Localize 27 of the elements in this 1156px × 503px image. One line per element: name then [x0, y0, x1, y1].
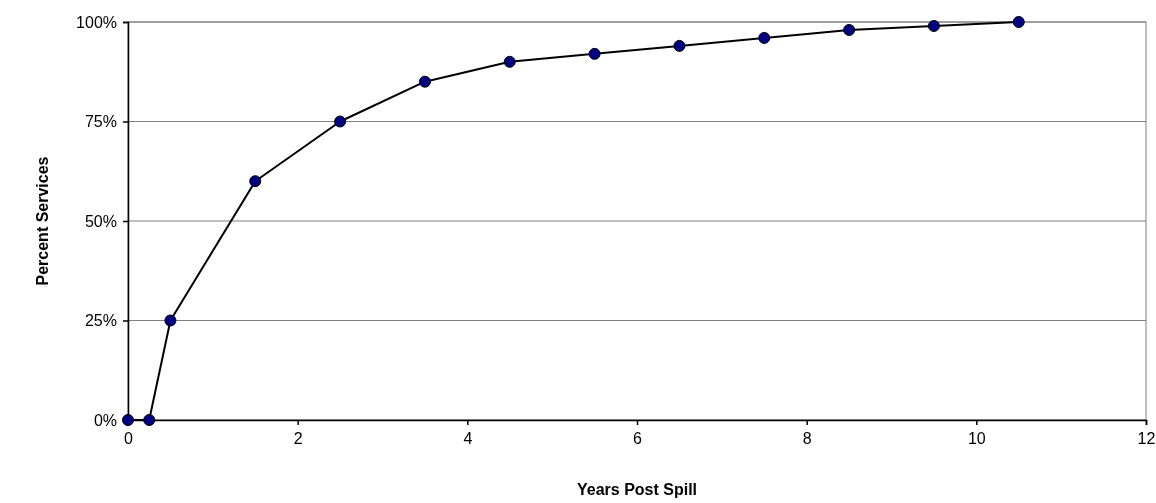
y-tick-label: 50%	[84, 212, 117, 230]
point	[673, 39, 686, 52]
x-tick-label: 2	[293, 430, 303, 448]
point	[503, 55, 516, 68]
point	[843, 23, 856, 36]
point	[588, 47, 601, 60]
y-tick-label: 0%	[93, 411, 117, 429]
point	[122, 414, 134, 426]
y-tick-label: 75%	[84, 113, 117, 131]
point	[164, 314, 177, 327]
x-tick-label: 4	[463, 430, 473, 448]
x-tick-label: 10	[967, 430, 986, 448]
point	[418, 75, 431, 88]
x-tick-label: 8	[802, 430, 812, 448]
x-tick-label: 0	[124, 430, 134, 448]
point	[143, 414, 156, 426]
x-tick-label: 6	[633, 430, 643, 448]
y-tick-label: 100%	[76, 13, 117, 31]
point	[334, 115, 347, 128]
point	[758, 31, 771, 44]
y-tick-label: 25%	[84, 312, 117, 330]
x-tick-label: 12	[1137, 430, 1156, 448]
x-axis-title: Years Post Spill	[576, 481, 698, 498]
point	[1012, 16, 1025, 28]
y-axis-title: Percent Services	[34, 156, 51, 286]
point	[927, 19, 940, 32]
point	[249, 175, 262, 188]
